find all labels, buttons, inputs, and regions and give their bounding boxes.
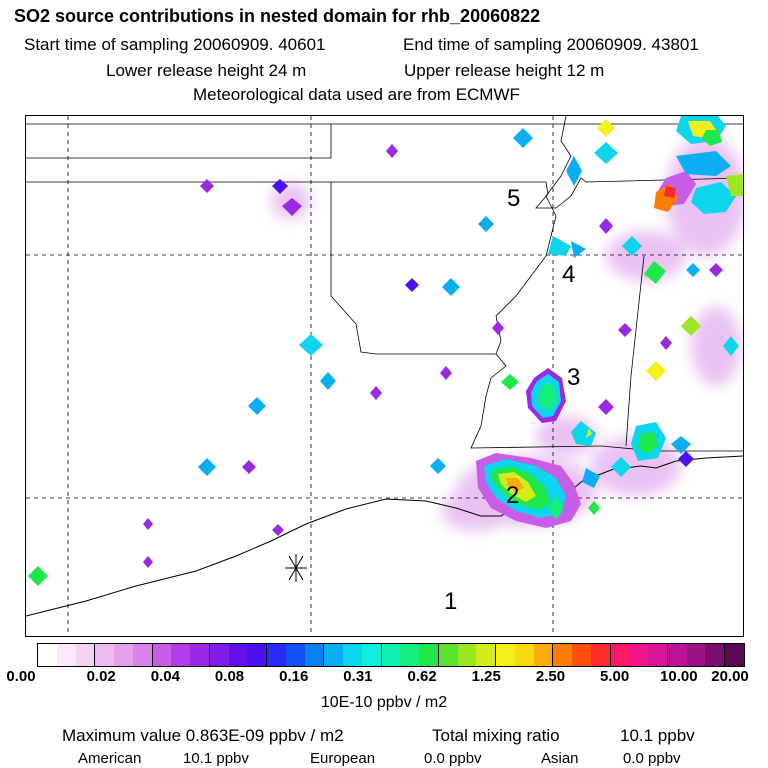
- color-scale-tick-label: 0.08: [214, 668, 245, 685]
- color-scale-segment: [171, 644, 190, 666]
- color-scale-segment: [304, 644, 325, 666]
- upper-release-label: Upper release height 12 m: [404, 61, 605, 80]
- color-scale-segment: [228, 644, 248, 666]
- plot-title: SO2 source contributions in nested domai…: [14, 6, 541, 26]
- lat-lon-grid: [26, 116, 743, 636]
- color-scale-segment: [610, 644, 630, 666]
- release-site-marker: [285, 554, 307, 582]
- start-time-label: Start time of sampling 20060909. 40601: [24, 35, 326, 54]
- total-mixing-value: 10.1 ppbv: [620, 726, 695, 745]
- color-scale-segment: [553, 644, 572, 666]
- color-scale-segment: [324, 644, 343, 666]
- color-scale-tick-label: 0.00: [6, 668, 36, 685]
- color-scale-segment: [572, 644, 591, 666]
- color-scale-segment: [56, 644, 76, 666]
- color-scale-segment: [400, 644, 419, 666]
- color-scale-tick-label: 0.31: [343, 668, 373, 685]
- color-scale-segment: [343, 644, 362, 666]
- color-scale-segment: [667, 644, 687, 666]
- color-scale-tick-label: 10.00: [660, 668, 698, 685]
- region-label-5: 5: [507, 185, 521, 212]
- color-scale-segment: [533, 644, 554, 666]
- color-scale-segment: [419, 644, 439, 666]
- color-scale-segment: [590, 644, 611, 666]
- color-scale-tick-label: 5.00: [600, 668, 630, 685]
- american-label: American: [78, 750, 142, 767]
- american-value: 10.1 ppbv: [183, 750, 249, 767]
- color-scale-segment: [381, 644, 401, 666]
- european-label: European: [310, 750, 376, 767]
- color-scale-segment: [209, 644, 229, 666]
- region-label-3: 3: [567, 364, 581, 391]
- color-scale-tick-label: 0.02: [86, 668, 116, 685]
- region-label-4: 4: [562, 261, 576, 288]
- color-scale-segment: [38, 644, 57, 666]
- met-data-label: Meteorological data used are from ECMWF: [193, 85, 520, 104]
- color-scale-segment: [496, 644, 515, 666]
- european-value: 0.0 ppbv: [424, 750, 482, 767]
- color-scale-tick-label: 20.00: [711, 668, 749, 685]
- region-label-2: 2: [506, 482, 520, 509]
- color-scale-segment: [95, 644, 114, 666]
- color-scale-segment: [629, 644, 648, 666]
- region-label-1: 1: [444, 588, 458, 615]
- total-mixing-label: Total mixing ratio: [432, 726, 560, 745]
- color-scale-tick-label: 2.50: [535, 668, 566, 685]
- units-label: 10E-10 ppbv / m2: [320, 694, 448, 711]
- asian-label: Asian: [541, 750, 579, 767]
- color-scale-segment: [190, 644, 210, 666]
- color-scale-segment: [686, 644, 706, 666]
- state-borders: [26, 115, 744, 452]
- lower-release-label: Lower release height 24 m: [106, 61, 307, 80]
- color-scale-segment: [438, 644, 458, 666]
- color-scale-segment: [648, 644, 668, 666]
- color-scale-segment: [514, 644, 534, 666]
- color-scale-segment: [247, 644, 267, 666]
- color-scale-segment: [361, 644, 382, 666]
- color-scale-segment: [75, 644, 96, 666]
- color-scale-bar: [37, 643, 745, 667]
- color-scale-segment: [114, 644, 133, 666]
- map-canvas: [25, 115, 746, 636]
- color-scale-segment: [476, 644, 496, 666]
- color-scale-segment: [267, 644, 286, 666]
- end-time-label: End time of sampling 20060909. 43801: [403, 35, 699, 54]
- asian-value: 0.0 ppbv: [623, 750, 681, 767]
- color-scale-segment: [457, 644, 477, 666]
- max-value-label: Maximum value 0.863E-09 ppbv / m2: [62, 726, 344, 745]
- concentration-blobs: [28, 116, 743, 586]
- color-scale-tick-label: 1.25: [471, 668, 501, 685]
- color-scale-tick-label: 0.16: [279, 668, 309, 685]
- color-scale-segment: [152, 644, 172, 666]
- color-scale-segment: [285, 644, 305, 666]
- color-scale-tick-label: 0.62: [407, 668, 437, 685]
- color-scale-segment: [705, 644, 725, 666]
- color-scale-tick-label: 0.04: [150, 668, 180, 685]
- color-scale-segment: [725, 644, 744, 666]
- color-scale-segment: [132, 644, 153, 666]
- map-panel: 1 2 3 4 5: [25, 115, 746, 637]
